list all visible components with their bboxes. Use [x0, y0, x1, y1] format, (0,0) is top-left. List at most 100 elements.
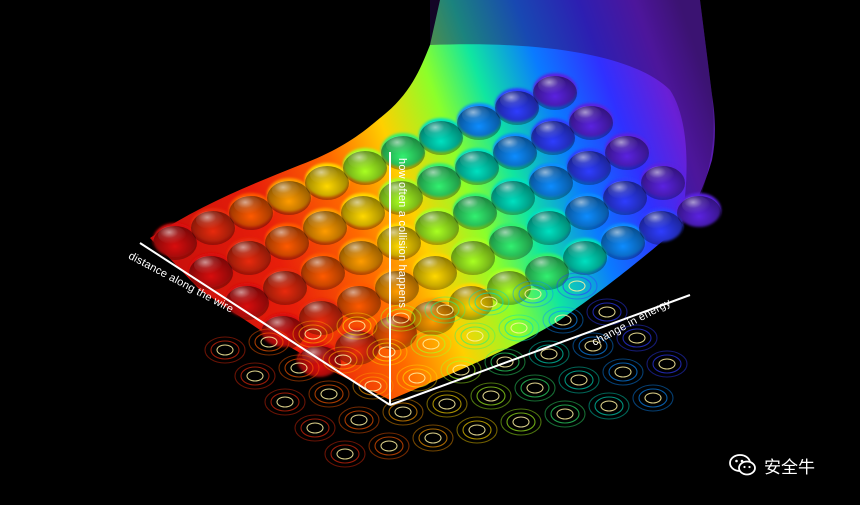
surface-peak [341, 193, 385, 230]
surface-peak [457, 103, 501, 140]
contour-ring [544, 400, 586, 428]
surface-peak [339, 238, 383, 275]
surface-peak [265, 223, 309, 260]
contour-ring [556, 272, 598, 300]
contour-ring [300, 418, 330, 438]
contour-ring [510, 322, 528, 334]
contour-ring [482, 390, 500, 402]
contour-ring [572, 332, 614, 360]
contour-ring [386, 308, 416, 328]
contour-ring [550, 404, 580, 424]
surface-wall-shade [430, 0, 714, 230]
contour-ring [452, 364, 470, 376]
watermark-text: 安全牛 [764, 457, 815, 478]
surface-peak [415, 208, 459, 245]
contour-ring [350, 414, 368, 426]
contour-ring [298, 324, 328, 344]
contour-ring [568, 280, 586, 292]
contour-ring [474, 292, 504, 312]
contour-ring [598, 306, 616, 318]
surface-peak [455, 148, 499, 185]
contour-ring [322, 346, 364, 374]
contour-ring [324, 440, 366, 468]
contour-ring [514, 374, 556, 402]
contour-ring [424, 296, 466, 324]
contour-ring [382, 398, 424, 426]
surface-peak [335, 328, 379, 365]
surface-peak [569, 103, 613, 140]
contour-ring [378, 346, 396, 358]
contour-ring [422, 338, 440, 350]
surface-peak [489, 223, 533, 260]
contour-ring [454, 322, 496, 350]
contour-ring [380, 440, 398, 452]
contour-ring [216, 344, 234, 356]
contour-ring [290, 362, 308, 374]
contour-ring [410, 330, 452, 358]
contour-ring [438, 398, 456, 410]
surface-peak [639, 208, 683, 245]
contour-ring [512, 416, 530, 428]
contour-ring [248, 328, 290, 356]
contour-ring [388, 402, 418, 422]
surface-peak [493, 133, 537, 170]
contour-ring [320, 388, 338, 400]
surface-peak [567, 148, 611, 185]
contour-ring [416, 334, 446, 354]
surface-peak [267, 178, 311, 215]
contour-ring [426, 390, 468, 418]
contour-ring [616, 324, 658, 352]
surface-peak [301, 253, 345, 290]
contour-ring [348, 320, 366, 332]
contour-ring [500, 408, 542, 436]
distance-axis [139, 242, 391, 406]
contour-ring [254, 332, 284, 352]
contour-ring [240, 366, 270, 386]
surface-peak [225, 283, 269, 320]
contour-ring [542, 306, 584, 334]
surface-peak [227, 238, 271, 275]
contour-ring [518, 284, 548, 304]
surface-peak [527, 208, 571, 245]
surface-peak [229, 193, 273, 230]
contour-ring [476, 386, 506, 406]
contour-ring [506, 412, 536, 432]
contour-ring [540, 348, 558, 360]
surface-peak [603, 178, 647, 215]
contour-ring [336, 448, 354, 460]
watermark: 安全牛 [728, 452, 815, 478]
contour-ring [412, 424, 454, 452]
contour-ring [534, 344, 564, 364]
contour-projection [204, 272, 688, 468]
contour-ring [602, 358, 644, 386]
contour-ring [558, 366, 600, 394]
contour-ring [614, 366, 632, 378]
contour-ring [524, 288, 542, 300]
contour-ring [294, 414, 336, 442]
surface-peak [417, 163, 461, 200]
contour-ring [632, 384, 674, 412]
surface-peak [451, 238, 495, 275]
contour-ring [466, 330, 484, 342]
contour-ring [594, 396, 624, 416]
contour-ring [432, 394, 462, 414]
contour-ring [468, 288, 510, 316]
surface-peak [375, 268, 419, 305]
contour-ring [588, 392, 630, 420]
surface-peak [263, 268, 307, 305]
contour-ring [468, 424, 486, 436]
contour-ring [306, 422, 324, 434]
contour-ring [556, 408, 574, 420]
surface-peak [303, 208, 347, 245]
surface-peak [677, 193, 721, 230]
contour-ring [314, 384, 344, 404]
surface-peak [529, 163, 573, 200]
contour-ring [374, 436, 404, 456]
contour-ring [578, 336, 608, 356]
contour-ring [402, 368, 432, 388]
surface-peak [565, 193, 609, 230]
contour-ring [342, 316, 372, 336]
contour-ring [328, 350, 358, 370]
contour-ring [548, 310, 578, 330]
contour-ring [440, 356, 482, 384]
